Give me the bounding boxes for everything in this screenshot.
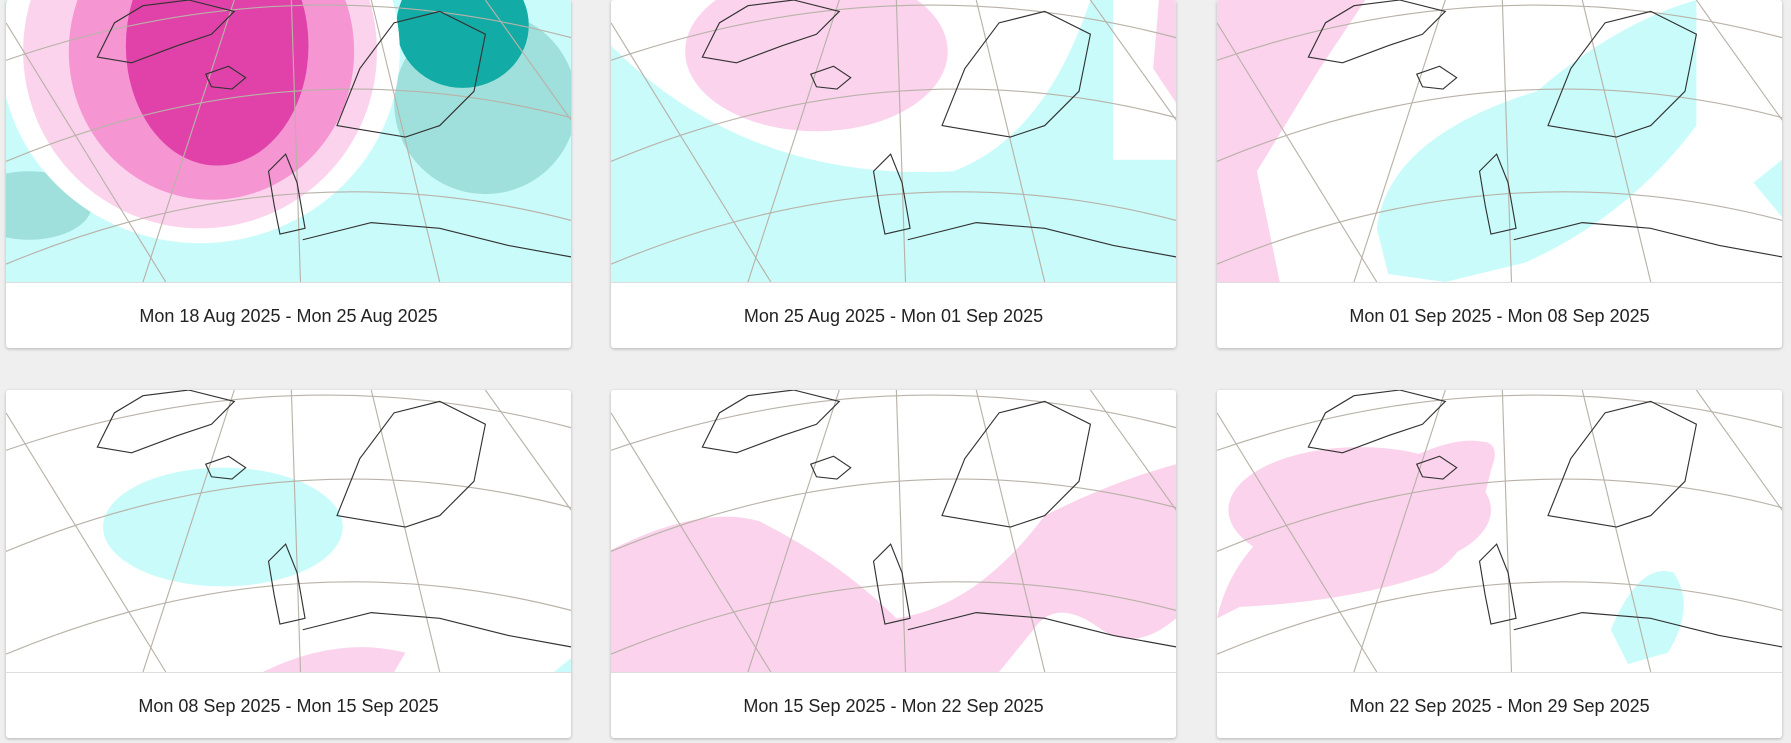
caption: Mon 22 Sep 2025 - Mon 29 Sep 2025 xyxy=(1349,696,1650,716)
map xyxy=(6,390,571,673)
map-card[interactable]: Mon 25 Aug 2025 - Mon 01 Sep 2025 xyxy=(611,0,1176,348)
map xyxy=(611,0,1176,283)
caption: Mon 18 Aug 2025 - Mon 25 Aug 2025 xyxy=(139,306,438,326)
caption: Mon 08 Sep 2025 - Mon 15 Sep 2025 xyxy=(138,696,439,716)
map-card[interactable]: Mon 18 Aug 2025 - Mon 25 Aug 2025 xyxy=(6,0,571,348)
map-card[interactable]: Mon 01 Sep 2025 - Mon 08 Sep 2025 xyxy=(1217,0,1782,348)
map xyxy=(6,0,571,283)
map xyxy=(611,390,1176,673)
map xyxy=(1217,0,1782,283)
map xyxy=(1217,390,1782,673)
map-card[interactable]: Mon 22 Sep 2025 - Mon 29 Sep 2025 xyxy=(1217,390,1782,738)
caption: Mon 15 Sep 2025 - Mon 22 Sep 2025 xyxy=(743,696,1044,716)
caption: Mon 01 Sep 2025 - Mon 08 Sep 2025 xyxy=(1349,306,1650,326)
map-card[interactable]: Mon 08 Sep 2025 - Mon 15 Sep 2025 xyxy=(6,390,571,738)
caption: Mon 25 Aug 2025 - Mon 01 Sep 2025 xyxy=(743,306,1044,326)
map-card[interactable]: Mon 15 Sep 2025 - Mon 22 Sep 2025 xyxy=(611,390,1176,738)
